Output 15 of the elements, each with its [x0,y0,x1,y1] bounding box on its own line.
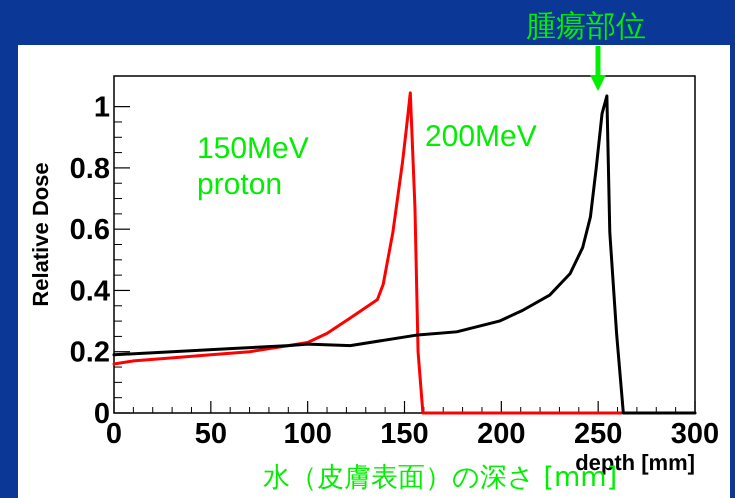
y-tick-label: 0.4 [70,275,110,308]
annotation: 150MeV proton [197,132,318,201]
y-axis-title: Relative Dose [28,162,53,307]
x-tick-label: 250 [574,418,622,450]
x-tick-label: 150 [380,418,429,450]
y-tick-label: 0.2 [70,336,110,369]
x-tick-label: 50 [194,418,227,450]
x-tick-label: 200 [477,418,526,450]
y-tick-label: 1 [94,92,110,124]
x-tick-label: 300 [670,418,720,450]
x-tick-label: 100 [283,418,332,450]
y-tick-label: 0.8 [70,152,110,185]
annotation: 200MeV [425,120,537,153]
text: 腫瘍部位 [526,9,646,44]
y-tick-label: 0.6 [70,214,110,246]
